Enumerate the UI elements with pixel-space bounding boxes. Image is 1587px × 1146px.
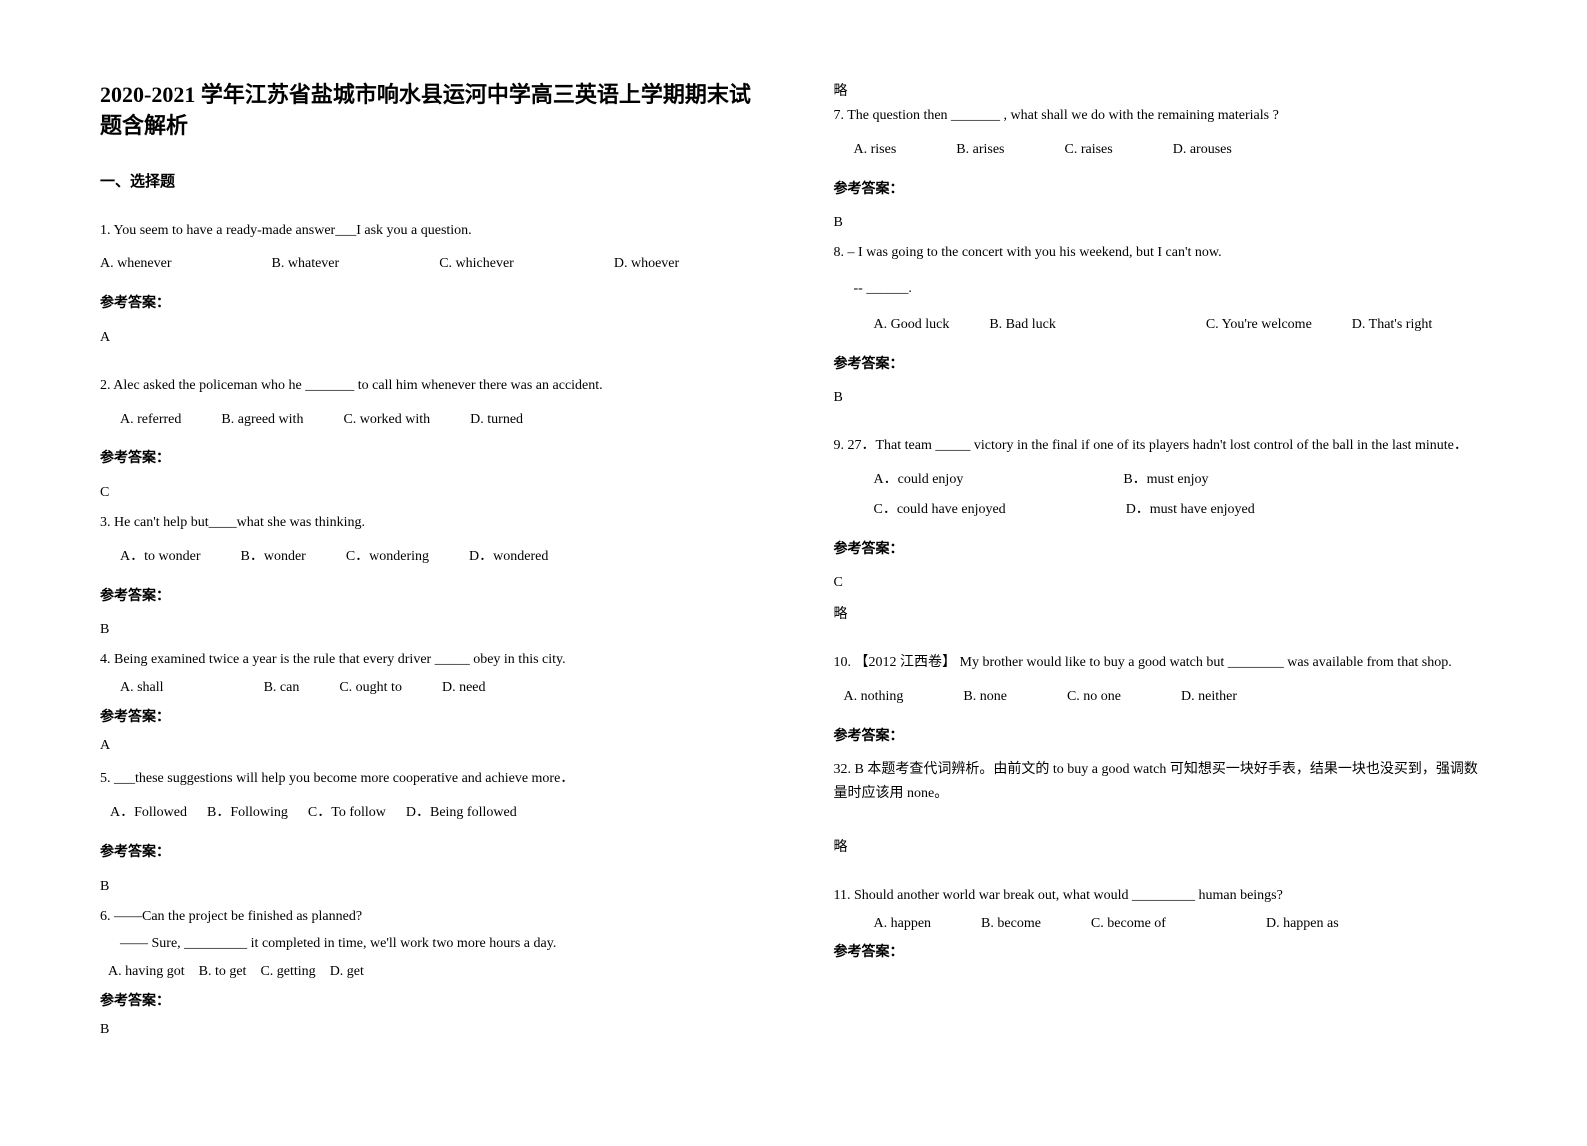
answer-value: B xyxy=(834,211,1488,235)
option-a: A. whenever xyxy=(100,252,172,276)
option-a: A．to wonder xyxy=(120,545,201,569)
option-d: D. arouses xyxy=(1173,138,1232,162)
question-10: 10. 【2012 江西卷】 My brother would like to … xyxy=(834,651,1488,860)
question-7: 7. The question then _______ , what shal… xyxy=(834,104,1488,235)
option-c: C. whichever xyxy=(439,252,514,276)
note-omit: 略 xyxy=(834,836,1488,860)
option-b: B. agreed with xyxy=(221,408,303,432)
answer-label: 参考答案： xyxy=(100,841,754,865)
option-d: D. That's right xyxy=(1352,313,1432,337)
answer-value: B xyxy=(834,386,1488,410)
option-c: C．To follow xyxy=(308,801,386,825)
question-line1: 6. ——Can the project be finished as plan… xyxy=(100,905,754,929)
option-c: C. raises xyxy=(1065,138,1113,162)
note-omit: 略 xyxy=(834,80,1488,100)
option-c: C. no one xyxy=(1067,685,1121,709)
left-column: 2020-2021 学年江苏省盐城市响水县运河中学高三英语上学期期末试题含解析 … xyxy=(100,80,754,1066)
option-d: D. neither xyxy=(1181,685,1237,709)
answer-value: C xyxy=(100,481,754,505)
question-1: 1. You seem to have a ready-made answer_… xyxy=(100,219,754,350)
question-text: 10. 【2012 江西卷】 My brother would like to … xyxy=(834,651,1488,675)
option-d: D．must have enjoyed xyxy=(1126,498,1255,522)
question-text: 9. 27．That team _____ victory in the fin… xyxy=(834,434,1488,458)
option-b: B. can xyxy=(264,676,300,700)
answer-value: A xyxy=(100,734,754,758)
question-text: 4. Being examined twice a year is the ru… xyxy=(100,648,754,672)
option-d: D. whoever xyxy=(614,252,679,276)
option-a: A. referred xyxy=(120,408,181,432)
option-d: D．Being followed xyxy=(406,801,517,825)
option-c: C．wondering xyxy=(346,545,429,569)
question-text: 3. He can't help but____what she was thi… xyxy=(100,511,754,535)
right-column: 略 7. The question then _______ , what sh… xyxy=(834,80,1488,1066)
option-c: C. become of xyxy=(1091,912,1166,936)
section-heading: 一、选择题 xyxy=(100,170,754,191)
answer-value: B xyxy=(100,1018,754,1042)
question-9: 9. 27．That team _____ victory in the fin… xyxy=(834,434,1488,627)
question-line2: —— Sure, _________ it completed in time,… xyxy=(100,932,754,956)
option-a: A．could enjoy xyxy=(874,468,964,492)
option-b: B. whatever xyxy=(272,252,340,276)
question-6: 6. ——Can the project be finished as plan… xyxy=(100,905,754,1042)
option-b: B. become xyxy=(981,912,1041,936)
question-8: 8. – I was going to the concert with you… xyxy=(834,241,1488,410)
option-c: C. worked with xyxy=(343,408,430,432)
option-c: C. You're welcome xyxy=(1206,313,1312,337)
option-c: C．could have enjoyed xyxy=(874,498,1006,522)
option-c: C. getting xyxy=(260,960,315,984)
answer-value: 32. B 本题考查代词辨析。由前文的 to buy a good watch … xyxy=(834,758,1488,806)
question-text: 11. Should another world war break out, … xyxy=(834,884,1488,908)
option-a: A. Good luck xyxy=(874,313,950,337)
answer-label: 参考答案： xyxy=(834,725,1488,749)
note-omit: 略 xyxy=(834,603,1488,627)
option-b: B. Bad luck xyxy=(989,313,1056,337)
option-b: B．wonder xyxy=(241,545,306,569)
question-3: 3. He can't help but____what she was thi… xyxy=(100,511,754,642)
question-text: 7. The question then _______ , what shal… xyxy=(834,104,1488,128)
answer-label: 参考答案： xyxy=(100,706,754,730)
question-line1: 8. – I was going to the concert with you… xyxy=(834,241,1488,265)
answer-value: B xyxy=(100,875,754,899)
option-a: A. nothing xyxy=(844,685,904,709)
answer-value: B xyxy=(100,618,754,642)
option-a: A. shall xyxy=(120,676,164,700)
question-4: 4. Being examined twice a year is the ru… xyxy=(100,648,754,757)
option-b: B．must enjoy xyxy=(1123,468,1208,492)
option-c: C. ought to xyxy=(339,676,402,700)
answer-value: C xyxy=(834,571,1488,595)
option-a: A. having got xyxy=(108,960,185,984)
answer-label: 参考答案： xyxy=(100,990,754,1014)
option-b: B. to get xyxy=(199,960,247,984)
page-title: 2020-2021 学年江苏省盐城市响水县运河中学高三英语上学期期末试题含解析 xyxy=(100,80,754,142)
question-text: 2. Alec asked the policeman who he _____… xyxy=(100,374,754,398)
option-a: A．Followed xyxy=(110,801,187,825)
option-d: D．wondered xyxy=(469,545,548,569)
answer-label: 参考答案： xyxy=(100,292,754,316)
question-11: 11. Should another world war break out, … xyxy=(834,884,1488,965)
answer-value: A xyxy=(100,326,754,350)
answer-label: 参考答案： xyxy=(100,447,754,471)
question-text: 5. ___these suggestions will help you be… xyxy=(100,767,754,791)
option-a: A. rises xyxy=(854,138,897,162)
question-line2: -- ______. xyxy=(834,277,1488,301)
option-b: B. arises xyxy=(956,138,1004,162)
question-text: 1. You seem to have a ready-made answer_… xyxy=(100,219,754,243)
answer-label: 参考答案： xyxy=(834,538,1488,562)
option-b: B．Following xyxy=(207,801,288,825)
answer-label: 参考答案： xyxy=(834,353,1488,377)
question-2: 2. Alec asked the policeman who he _____… xyxy=(100,374,754,505)
question-5: 5. ___these suggestions will help you be… xyxy=(100,767,754,898)
option-a: A. happen xyxy=(874,912,932,936)
option-d: D. get xyxy=(330,960,364,984)
option-d: D. happen as xyxy=(1266,912,1339,936)
answer-label: 参考答案： xyxy=(834,178,1488,202)
answer-label: 参考答案： xyxy=(834,941,1488,965)
option-b: B. none xyxy=(963,685,1007,709)
option-d: D. need xyxy=(442,676,486,700)
option-d: D. turned xyxy=(470,408,523,432)
answer-label: 参考答案： xyxy=(100,585,754,609)
